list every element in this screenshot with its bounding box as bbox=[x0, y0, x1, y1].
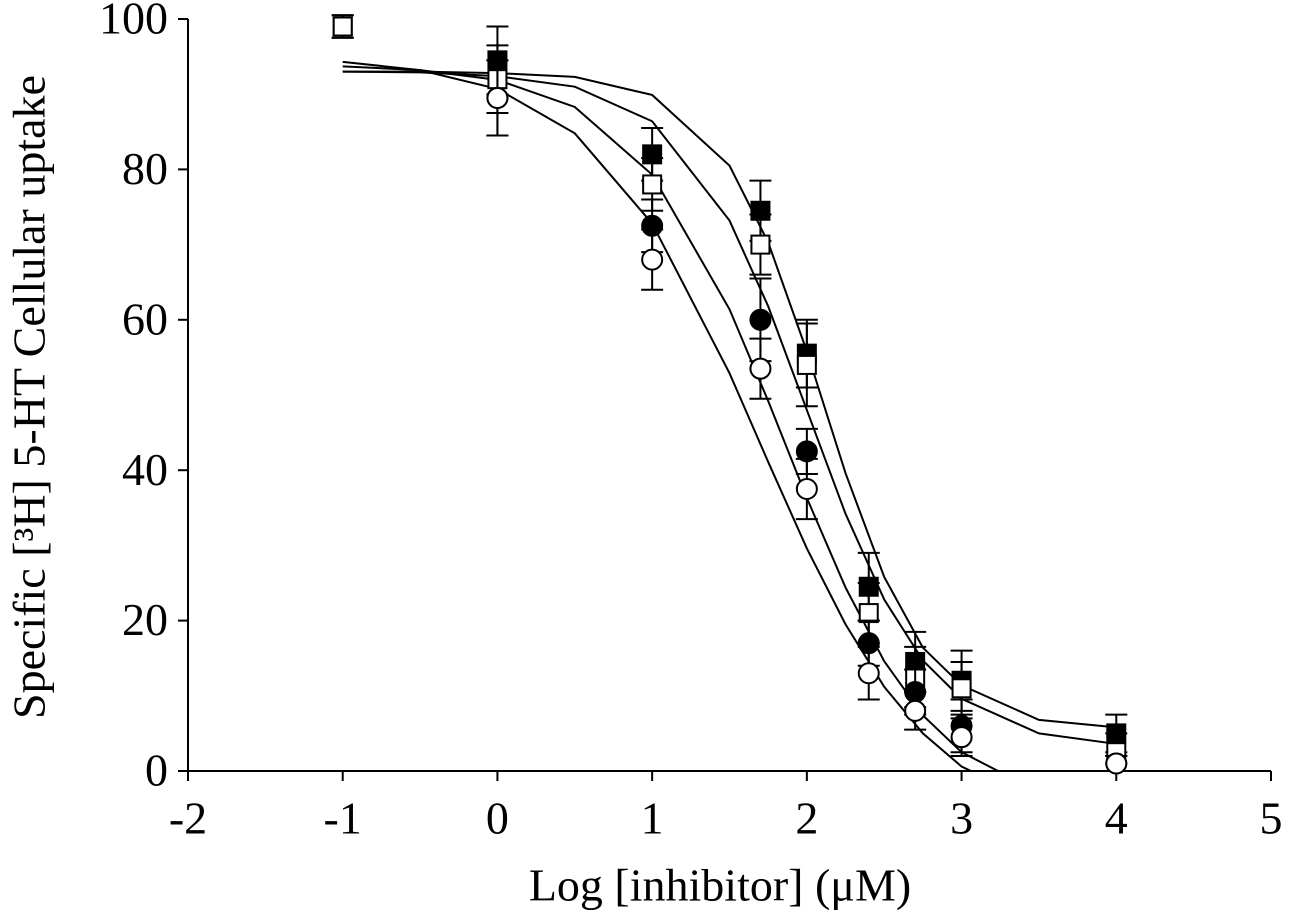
point bbox=[749, 308, 772, 331]
y-tick-label: 20 bbox=[122, 594, 168, 645]
point bbox=[486, 86, 509, 109]
point bbox=[332, 16, 353, 37]
point bbox=[1105, 752, 1128, 775]
y-tick-label: 60 bbox=[122, 293, 168, 344]
plot-area bbox=[342, 60, 1117, 771]
y-tick-label: 0 bbox=[145, 745, 168, 796]
y-axis-label: Specific [³H] 5-HT Cellular uptake bbox=[4, 75, 55, 719]
point bbox=[858, 603, 879, 624]
fit-curve bbox=[342, 70, 1117, 729]
x-tick-label: 1 bbox=[641, 793, 664, 844]
y-tick-label: 100 bbox=[99, 0, 168, 44]
point bbox=[796, 354, 817, 375]
x-tick-label: 3 bbox=[950, 793, 973, 844]
point bbox=[749, 357, 772, 380]
y-tick-label: 40 bbox=[122, 444, 168, 495]
x-tick-label: 2 bbox=[795, 793, 818, 844]
x-tick-label: -2 bbox=[169, 793, 207, 844]
point bbox=[641, 248, 664, 271]
point bbox=[750, 234, 771, 255]
fit-curve bbox=[342, 60, 974, 771]
fit-curve bbox=[342, 70, 1117, 745]
x-axis-label: Log [inhibitor] (μM) bbox=[529, 860, 911, 911]
point bbox=[904, 699, 927, 722]
point bbox=[642, 174, 663, 195]
x-tick-label: -1 bbox=[324, 793, 362, 844]
point bbox=[857, 662, 880, 685]
point bbox=[795, 478, 818, 500]
y-tick-label: 80 bbox=[122, 143, 168, 194]
point bbox=[951, 678, 972, 699]
x-tick-label: 4 bbox=[1105, 793, 1128, 844]
x-tick-label: 0 bbox=[486, 793, 509, 844]
x-tick-label: 5 bbox=[1260, 793, 1283, 844]
point bbox=[950, 726, 973, 749]
fit-curve bbox=[342, 65, 1001, 771]
